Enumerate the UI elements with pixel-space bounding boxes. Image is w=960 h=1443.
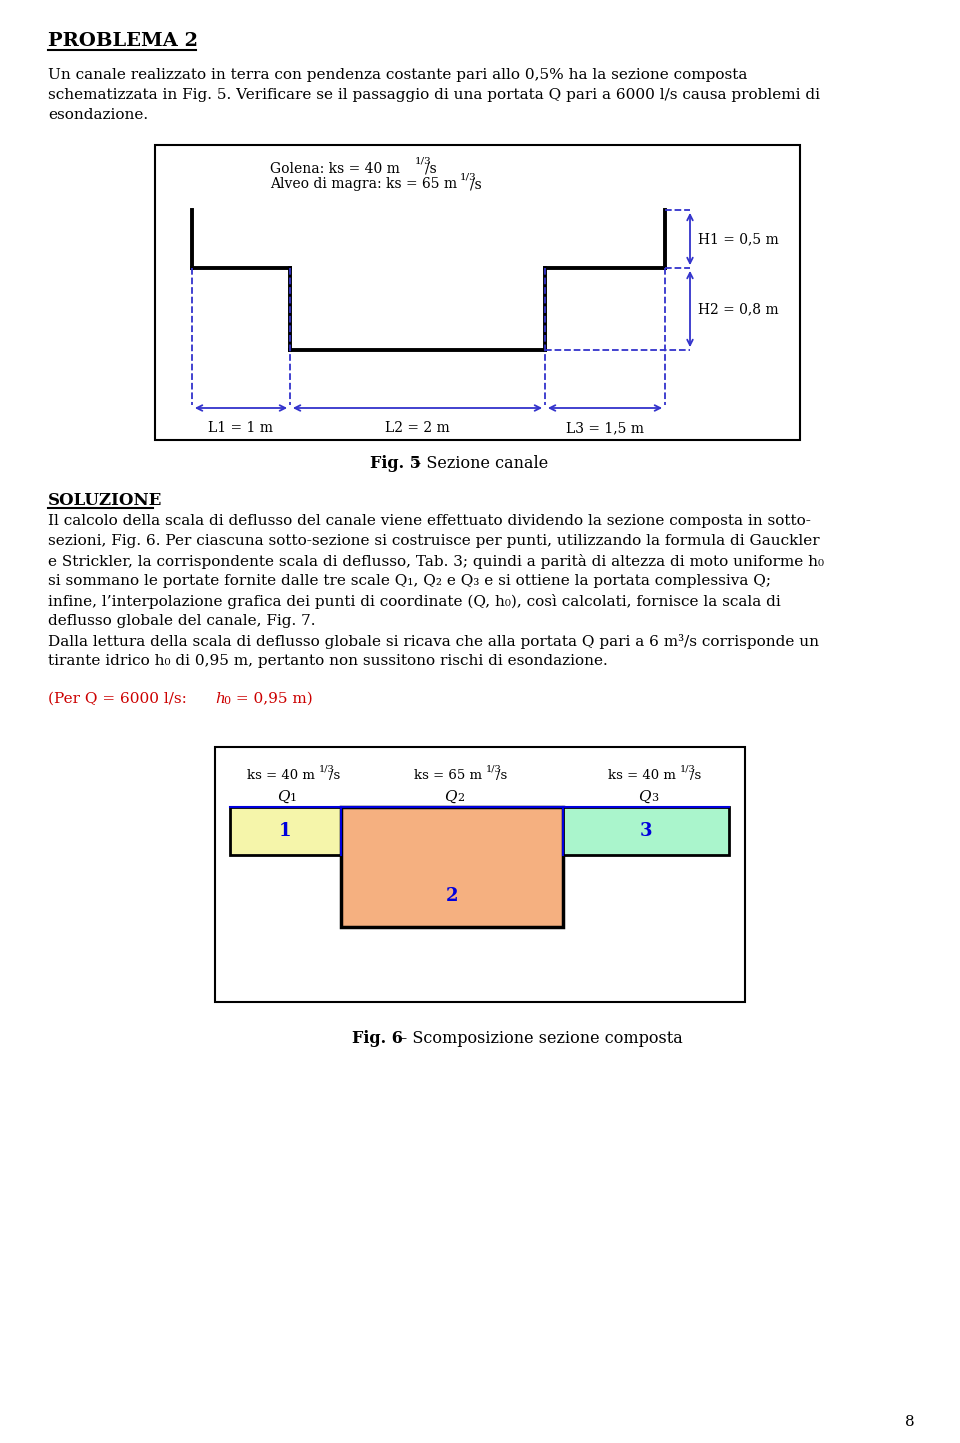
Text: sezioni, Fig. 6. Per ciascuna sotto-sezione si costruisce per punti, utilizzando: sezioni, Fig. 6. Per ciascuna sotto-sezi… bbox=[48, 534, 820, 548]
Text: – Sezione canale: – Sezione canale bbox=[408, 455, 548, 472]
Text: Q: Q bbox=[277, 789, 290, 804]
Text: ks = 40 m: ks = 40 m bbox=[247, 769, 315, 782]
Text: /s: /s bbox=[470, 177, 482, 190]
Text: 3: 3 bbox=[639, 823, 652, 840]
Text: L3 = 1,5 m: L3 = 1,5 m bbox=[566, 421, 644, 434]
Bar bbox=[341, 807, 563, 926]
Text: deflusso globale del canale, Fig. 7.: deflusso globale del canale, Fig. 7. bbox=[48, 615, 316, 628]
Text: L1 = 1 m: L1 = 1 m bbox=[208, 421, 274, 434]
Text: Fig. 5: Fig. 5 bbox=[370, 455, 420, 472]
Text: tirante idrico h₀ di 0,95 m, pertanto non sussitono rischi di esondazione.: tirante idrico h₀ di 0,95 m, pertanto no… bbox=[48, 654, 608, 668]
Text: 2: 2 bbox=[457, 794, 464, 802]
Bar bbox=[155, 144, 800, 440]
Text: Golena: ks = 40 m: Golena: ks = 40 m bbox=[270, 162, 400, 176]
Text: = 0,95 m): = 0,95 m) bbox=[231, 693, 313, 706]
Text: ks = 65 m: ks = 65 m bbox=[414, 769, 482, 782]
Text: infine, l’interpolazione grafica dei punti di coordinate (Q, h₀), così calcolati: infine, l’interpolazione grafica dei pun… bbox=[48, 595, 780, 609]
Text: /s: /s bbox=[690, 769, 701, 782]
Text: 0: 0 bbox=[223, 696, 230, 706]
Text: SOLUZIONE: SOLUZIONE bbox=[48, 492, 162, 509]
Text: /s: /s bbox=[425, 162, 437, 176]
Text: /s: /s bbox=[329, 769, 340, 782]
Text: Q: Q bbox=[638, 789, 651, 804]
Text: 8: 8 bbox=[905, 1416, 915, 1429]
Text: H1 = 0,5 m: H1 = 0,5 m bbox=[698, 232, 779, 245]
Text: Alveo di magra: ks = 65 m: Alveo di magra: ks = 65 m bbox=[270, 177, 457, 190]
Text: 1/3: 1/3 bbox=[460, 172, 477, 180]
Text: 2: 2 bbox=[445, 887, 458, 905]
Text: H2 = 0,8 m: H2 = 0,8 m bbox=[698, 302, 779, 316]
Text: 1: 1 bbox=[278, 823, 291, 840]
Text: PROBLEMA 2: PROBLEMA 2 bbox=[48, 32, 198, 51]
Text: ks = 40 m: ks = 40 m bbox=[608, 769, 676, 782]
Text: 1: 1 bbox=[290, 794, 298, 802]
Text: Il calcolo della scala di deflusso del canale viene effettuato dividendo la sezi: Il calcolo della scala di deflusso del c… bbox=[48, 514, 811, 528]
Text: esondazione.: esondazione. bbox=[48, 108, 148, 123]
Text: (Per Q = 6000 l/s:: (Per Q = 6000 l/s: bbox=[48, 693, 192, 706]
Bar bbox=[230, 807, 341, 856]
Text: 1/3: 1/3 bbox=[319, 765, 335, 773]
Text: 1/3: 1/3 bbox=[680, 765, 696, 773]
Text: Fig. 6: Fig. 6 bbox=[352, 1030, 403, 1048]
Bar bbox=[563, 807, 729, 856]
Text: 1/3: 1/3 bbox=[486, 765, 502, 773]
Text: Q: Q bbox=[444, 789, 457, 804]
Text: – Scomposizione sezione composta: – Scomposizione sezione composta bbox=[394, 1030, 683, 1048]
Text: e Strickler, la corrispondente scala di deflusso, Tab. 3; quindi a parità di alt: e Strickler, la corrispondente scala di … bbox=[48, 554, 824, 569]
Text: schematizzata in Fig. 5. Verificare se il passaggio di una portata Q pari a 6000: schematizzata in Fig. 5. Verificare se i… bbox=[48, 88, 820, 102]
Text: Un canale realizzato in terra con pendenza costante pari allo 0,5% ha la sezione: Un canale realizzato in terra con penden… bbox=[48, 68, 748, 82]
Bar bbox=[215, 747, 745, 1001]
Text: Dalla lettura della scala di deflusso globale si ricava che alla portata Q pari : Dalla lettura della scala di deflusso gl… bbox=[48, 633, 819, 649]
Text: /s: /s bbox=[496, 769, 507, 782]
Text: L2 = 2 m: L2 = 2 m bbox=[385, 421, 449, 434]
Text: 1/3: 1/3 bbox=[415, 157, 432, 166]
Text: 3: 3 bbox=[651, 794, 659, 802]
Text: h: h bbox=[215, 693, 225, 706]
Text: si sommano le portate fornite dalle tre scale Q₁, Q₂ e Q₃ e si ottiene la portat: si sommano le portate fornite dalle tre … bbox=[48, 574, 771, 587]
